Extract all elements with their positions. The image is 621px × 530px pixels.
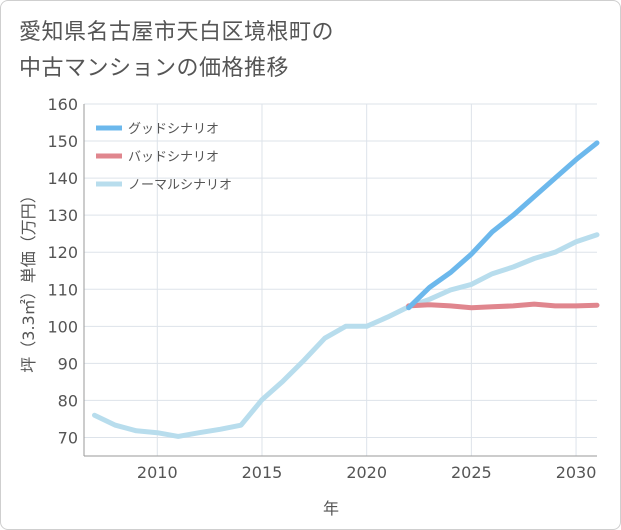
chart-title-line-2: 中古マンションの価格推移 xyxy=(19,56,290,81)
y-tick-label: 90 xyxy=(58,354,78,373)
legend-label-good: グッドシナリオ xyxy=(128,122,219,137)
y-tick-label: 160 xyxy=(47,95,78,114)
plot-area xyxy=(84,104,597,456)
grid xyxy=(84,103,597,456)
y-tick-label: 140 xyxy=(47,169,78,188)
y-axis-ticks: 70 80 90 100 110 120 130 140 150 160 xyxy=(47,95,78,447)
y-tick-label: 70 xyxy=(58,428,78,447)
chart-title-line-1: 愛知県名古屋市天白区境根町の xyxy=(19,20,335,45)
y-tick-label: 110 xyxy=(47,280,78,299)
series-lines xyxy=(92,140,600,439)
x-axis-title: 年 xyxy=(323,499,339,518)
legend-label-normal: ノーマルシナリオ xyxy=(128,178,232,193)
series-line-good xyxy=(406,140,600,311)
x-tick-label: 2030 xyxy=(556,463,597,482)
y-tick-label: 80 xyxy=(58,391,78,410)
y-tick-label: 150 xyxy=(47,132,78,151)
x-tick-label: 2025 xyxy=(451,463,492,482)
series-line-bad xyxy=(406,301,600,311)
x-tick-label: 2015 xyxy=(242,463,283,482)
x-tick-label: 2010 xyxy=(137,463,178,482)
x-tick-label: 2020 xyxy=(346,463,387,482)
series-line-normal xyxy=(92,232,600,439)
y-tick-label: 130 xyxy=(47,206,78,225)
y-axis-title: 坪（3.3㎡）単価（万円） xyxy=(19,187,38,372)
x-axis-ticks: 2010 2015 2020 2025 2030 xyxy=(137,463,596,482)
y-tick-label: 120 xyxy=(47,243,78,262)
y-tick-label: 100 xyxy=(47,317,78,336)
legend-label-bad: バッドシナリオ xyxy=(128,150,219,165)
chart-title: 愛知県名古屋市天白区境根町の 中古マンションの価格推移 xyxy=(19,15,579,87)
